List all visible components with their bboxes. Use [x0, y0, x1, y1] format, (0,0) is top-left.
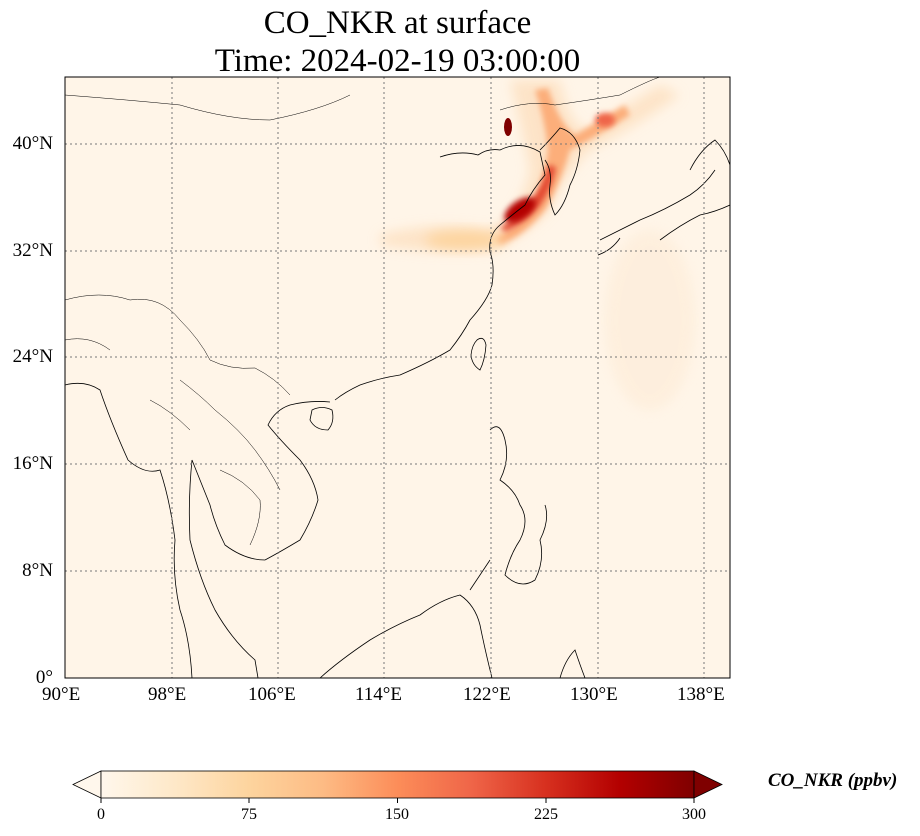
coastline-taiwan [470, 337, 487, 371]
coastline-myanmar [65, 382, 193, 678]
lat-label-8: 8°N [22, 560, 53, 581]
plume-east-china-sea [425, 231, 505, 249]
colorbar-gradient [100, 770, 695, 799]
lon-label-122: 122°E [463, 684, 511, 705]
colorbar-label-300: 300 [682, 806, 706, 823]
coastline-china-east [334, 145, 546, 401]
colorbar-title: CO_NKR (ppbv) [768, 770, 898, 791]
map-frame [64, 76, 731, 679]
borders-mainland [65, 294, 291, 546]
coastlines [65, 77, 730, 678]
colorbar-label-0: 0 [97, 806, 105, 823]
faint-patch-east [605, 230, 695, 410]
colorbar-label-150: 150 [385, 806, 409, 823]
colorbar-extend-max [693, 770, 723, 799]
colorbar-label-75: 75 [241, 806, 257, 823]
map-title-line1: CO_NKR at surface [263, 5, 532, 41]
lat-label-24: 24°N [12, 346, 53, 367]
concentration-field [380, 80, 695, 410]
colorbar-label-225: 225 [534, 806, 558, 823]
colorbar [72, 770, 723, 803]
lon-label-138: 138°E [677, 684, 725, 705]
plume-hotspot-north [504, 118, 512, 136]
lon-label-106: 106°E [248, 684, 296, 705]
coastline-hainan [309, 407, 334, 431]
lon-label-90: 90°E [42, 684, 81, 705]
coastline-philippines [469, 426, 548, 591]
coastline-malay-thai [188, 459, 266, 678]
gridlines [65, 77, 730, 678]
lon-label-114: 114°E [355, 684, 402, 705]
lat-label-32: 32°N [12, 240, 53, 261]
coastline-borneo [319, 594, 493, 678]
plume-hotspot-yellow-sea [504, 197, 536, 223]
coastline-korea [539, 127, 581, 216]
map-title-line2: Time: 2024-02-19 03:00:00 [214, 43, 581, 79]
plume-korea-patch [595, 113, 615, 127]
coastline-north-border [65, 77, 661, 121]
coastline-japan [597, 139, 730, 256]
colorbar-extend-min [72, 770, 102, 799]
coastline-sulawesi [559, 649, 586, 678]
lat-label-16: 16°N [12, 453, 53, 474]
plume-mid [495, 88, 630, 245]
coastline-vietnam [264, 401, 331, 561]
lon-label-130: 130°E [570, 684, 618, 705]
lat-label-40: 40°N [12, 133, 53, 154]
lat-label-0: 0° [35, 667, 53, 688]
plume-core [500, 165, 556, 232]
lon-label-98: 98°E [148, 684, 187, 705]
